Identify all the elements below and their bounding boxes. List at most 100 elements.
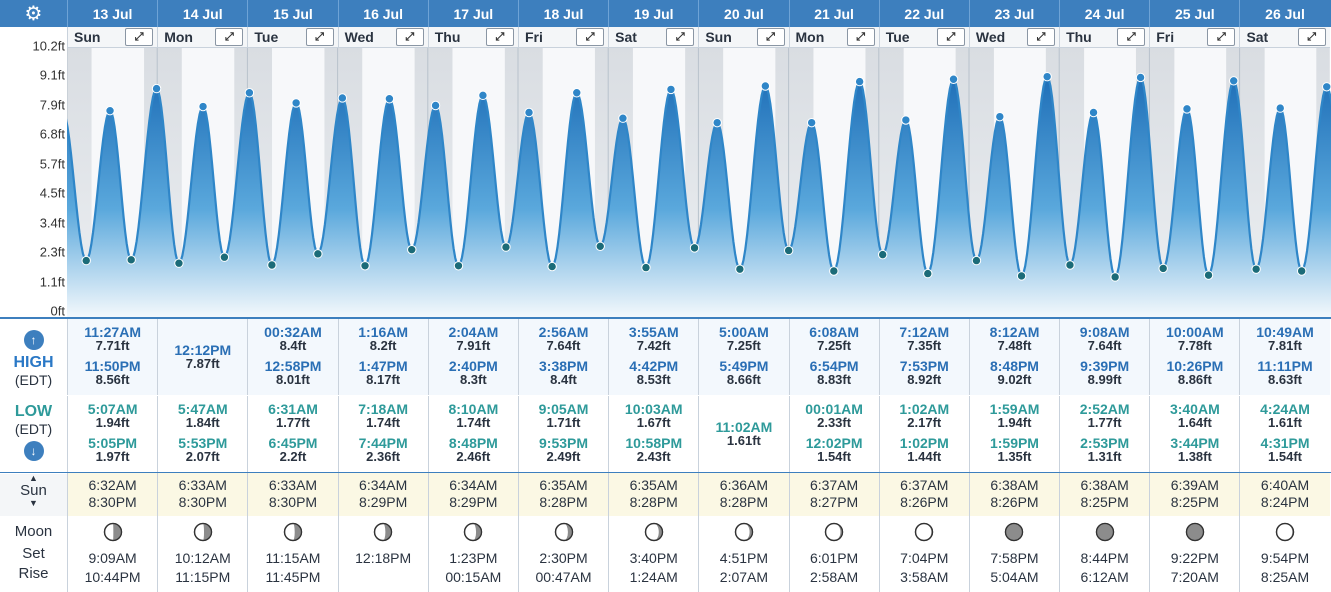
high-tide-height: 8.86ft: [1177, 372, 1212, 387]
high-tide-time: 00:32AM: [264, 324, 322, 340]
expand-arrows-icon[interactable]: ⤢: [666, 28, 695, 46]
expand-arrows-icon[interactable]: ⤢: [846, 28, 875, 46]
expand-arrows-icon[interactable]: ⤢: [395, 28, 424, 46]
tide-point[interactable]: [501, 242, 511, 252]
arrow-down-icon[interactable]: ↓: [23, 441, 44, 461]
tide-point[interactable]: [1182, 104, 1192, 114]
date-column-header[interactable]: 26 Jul: [1239, 0, 1329, 27]
tide-point[interactable]: [151, 83, 162, 94]
tide-point[interactable]: [1042, 71, 1052, 82]
tide-point[interactable]: [453, 261, 464, 271]
expand-arrows-icon[interactable]: ⤢: [215, 28, 244, 46]
tide-point[interactable]: [1065, 260, 1075, 270]
tide-point[interactable]: [360, 261, 370, 271]
tide-chart: [67, 48, 1331, 317]
date-column-header[interactable]: 16 Jul: [337, 0, 428, 27]
tide-point[interactable]: [948, 74, 959, 84]
tide-point[interactable]: [337, 93, 348, 103]
tide-point[interactable]: [877, 249, 888, 260]
tide-point[interactable]: [1135, 72, 1146, 83]
tide-point[interactable]: [572, 88, 582, 98]
high-tide-time: 9:08AM: [1079, 324, 1130, 340]
high-tide-height: 7.87ft: [185, 356, 220, 371]
date-column-header[interactable]: 23 Jul: [968, 0, 1059, 27]
date-column-header[interactable]: 22 Jul: [878, 0, 969, 27]
y-tick-label: 4.5ft: [39, 185, 65, 201]
expand-arrows-icon[interactable]: ⤢: [1027, 28, 1056, 46]
tide-point[interactable]: [126, 255, 136, 265]
tide-point[interactable]: [81, 255, 91, 266]
sun-cell: 6:35AM 8:28PM: [517, 473, 609, 516]
tide-point[interactable]: [105, 105, 115, 116]
tide-point[interactable]: [783, 245, 794, 256]
tide-point[interactable]: [524, 107, 534, 118]
date-column-header[interactable]: 13 Jul: [67, 0, 157, 27]
tide-point[interactable]: [1016, 271, 1027, 281]
tide-point[interactable]: [971, 255, 982, 266]
date-column-header[interactable]: 24 Jul: [1059, 0, 1149, 27]
tide-point[interactable]: [244, 88, 255, 98]
date-column-header[interactable]: 25 Jul: [1149, 0, 1239, 27]
low-tide-time: 2:53PM: [1080, 435, 1130, 451]
tide-point[interactable]: [923, 268, 933, 279]
expand-arrows-icon[interactable]: ⤢: [1297, 28, 1326, 46]
gear-icon[interactable]: ⚙: [24, 3, 43, 25]
date-column-header[interactable]: 18 Jul: [517, 0, 608, 27]
tide-point[interactable]: [267, 260, 277, 270]
tide-point[interactable]: [1322, 82, 1331, 92]
tide-point[interactable]: [407, 244, 417, 255]
tide-point[interactable]: [478, 90, 488, 101]
tide-point[interactable]: [384, 94, 395, 104]
arrow-up-icon[interactable]: ↑: [23, 330, 44, 350]
low-tide-cell: 5:07AM 1.94ft 5:05PM 1.97ft: [67, 396, 158, 472]
date-column-header[interactable]: 21 Jul: [788, 0, 879, 27]
tide-point[interactable]: [1088, 107, 1099, 118]
low-tide-height: 1.94ft: [997, 415, 1032, 430]
tide-point[interactable]: [313, 249, 323, 259]
expand-arrows-icon[interactable]: ⤢: [305, 28, 334, 46]
tide-point[interactable]: [174, 258, 184, 268]
tide-point[interactable]: [595, 241, 605, 252]
weekday-cell: Sat ⤢: [1239, 27, 1330, 48]
expand-arrows-icon[interactable]: ⤢: [125, 28, 154, 46]
date-column-header[interactable]: 20 Jul: [698, 0, 788, 27]
low-tide-cell: 6:31AM 1.77ft 6:45PM 2.2ft: [247, 396, 338, 472]
tide-point[interactable]: [618, 113, 628, 123]
y-tick-label: 1.1ft: [39, 274, 65, 290]
date-column-header[interactable]: 14 Jul: [157, 0, 247, 27]
expand-arrows-icon[interactable]: ⤢: [576, 28, 605, 46]
tide-point[interactable]: [1158, 263, 1168, 274]
low-tide-cell: 4:24AM 1.61ft 4:31PM 1.54ft: [1239, 396, 1330, 472]
tide-point[interactable]: [430, 100, 441, 111]
tide-point[interactable]: [666, 84, 676, 95]
expand-arrows-icon[interactable]: ⤢: [1117, 28, 1146, 46]
tide-point[interactable]: [829, 266, 839, 276]
date-column-header[interactable]: 17 Jul: [427, 0, 518, 27]
tide-point[interactable]: [219, 252, 230, 262]
date-column-header[interactable]: 19 Jul: [608, 0, 698, 27]
expand-arrows-icon[interactable]: ⤢: [936, 28, 965, 46]
date-column-header[interactable]: 15 Jul: [247, 0, 337, 27]
tide-point[interactable]: [712, 117, 722, 128]
tide-point[interactable]: [1229, 76, 1239, 86]
tide-point[interactable]: [198, 101, 208, 112]
tide-point[interactable]: [760, 81, 771, 91]
tide-point[interactable]: [1251, 264, 1261, 274]
expand-arrows-icon[interactable]: ⤢: [1207, 28, 1236, 46]
tide-point[interactable]: [1275, 103, 1285, 113]
expand-arrows-icon[interactable]: ⤢: [485, 28, 514, 46]
tide-point[interactable]: [735, 264, 745, 274]
tide-point[interactable]: [547, 261, 557, 272]
tide-point[interactable]: [641, 262, 651, 273]
tide-point[interactable]: [995, 111, 1005, 122]
sunset-time: 8:30PM: [88, 494, 137, 510]
expand-arrows-icon[interactable]: ⤢: [756, 28, 785, 46]
tide-point[interactable]: [901, 115, 911, 125]
tide-point[interactable]: [1110, 272, 1120, 282]
tide-point[interactable]: [291, 98, 301, 108]
tide-point[interactable]: [1296, 266, 1307, 276]
tide-point[interactable]: [689, 243, 700, 253]
tide-point[interactable]: [1203, 270, 1214, 280]
tide-point[interactable]: [854, 76, 865, 87]
tide-point[interactable]: [806, 117, 817, 128]
